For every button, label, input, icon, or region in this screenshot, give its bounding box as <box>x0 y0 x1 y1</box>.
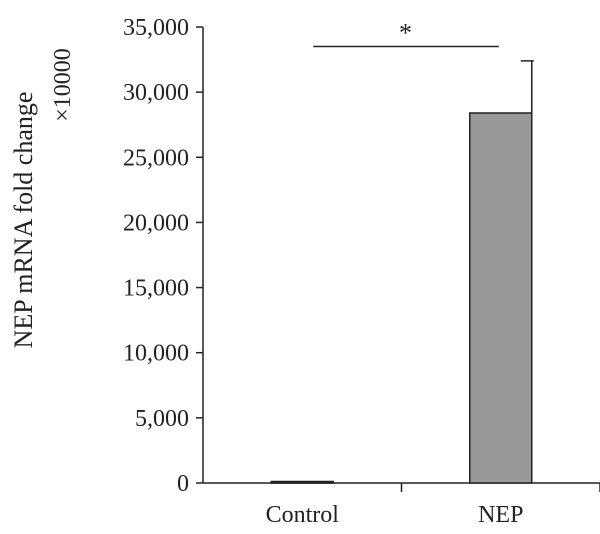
y-tick-label: 30,000 <box>123 80 189 106</box>
y-tick-label: 35,000 <box>123 15 189 41</box>
y-axis: 0 5,000 10,000 15,000 20,000 25,000 30,000 35,0… <box>123 15 204 497</box>
x-tick-label-control: Control <box>266 502 340 528</box>
significance-annotation: * <box>313 19 499 48</box>
bars <box>270 60 534 484</box>
y-axis-multiplier-label: ×10000 <box>50 48 76 122</box>
y-tick-label: 25,000 <box>123 145 189 171</box>
x-tick-label-nep: NEP <box>478 502 523 528</box>
y-tick-label: 5,000 <box>135 406 189 432</box>
y-axis-title: NEP mRNA fold change <box>9 92 38 349</box>
bar-nep <box>469 112 533 484</box>
y-tick-label: 20,000 <box>123 210 189 236</box>
y-tick-label: 10,000 <box>123 341 189 367</box>
y-tick-label: 0 <box>177 471 189 497</box>
y-tick-label: 15,000 <box>123 276 189 302</box>
bar-control <box>270 480 334 484</box>
significance-star: * <box>399 19 412 48</box>
x-axis: Control NEP <box>203 482 600 528</box>
